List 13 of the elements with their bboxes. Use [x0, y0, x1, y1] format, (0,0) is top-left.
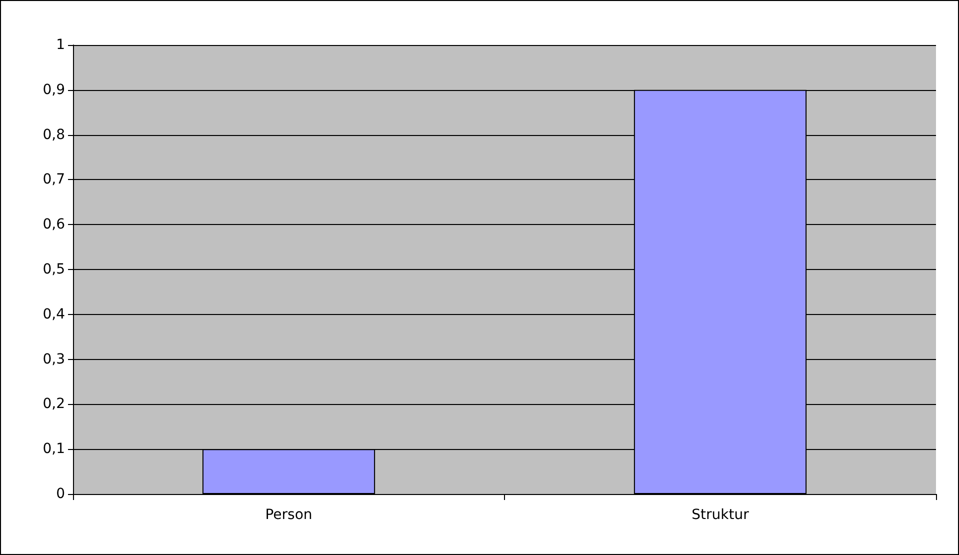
y-tick-label: 0,2 [42, 396, 65, 412]
y-tick-label: 0,6 [42, 216, 66, 233]
y-tick-label: 0,1 [42, 441, 65, 458]
x-tick-label: Person [265, 507, 312, 523]
y-tick-label: 0,7 [42, 172, 65, 188]
y-tick-label: 0,5 [42, 262, 65, 278]
y-tick-label: 0 [56, 486, 65, 502]
y-tick-label: 1 [56, 37, 65, 53]
y-tick-label: 0,9 [42, 82, 65, 98]
y-tick-label: 0,4 [42, 306, 66, 322]
x-tick-label: Struktur [692, 507, 750, 523]
y-tick-label: 0,8 [42, 126, 65, 143]
y-tick-label: 0,3 [42, 351, 65, 368]
